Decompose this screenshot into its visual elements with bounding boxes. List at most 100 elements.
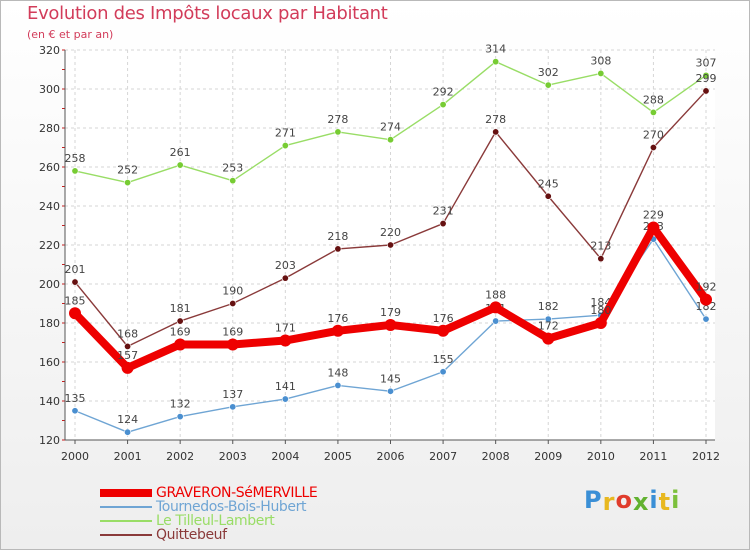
data-point [69, 307, 81, 320]
data-label: 182 [696, 300, 717, 313]
data-point [176, 413, 184, 421]
data-label: 218 [327, 230, 348, 243]
y-tick-label: 300 [39, 83, 60, 96]
x-tick-label: 2002 [166, 450, 194, 463]
data-label: 203 [275, 259, 296, 272]
data-label: 192 [696, 281, 717, 294]
data-label: 169 [222, 325, 243, 338]
x-tick-label: 2009 [534, 450, 562, 463]
y-tick-label: 220 [39, 239, 60, 252]
data-label: 288 [643, 93, 664, 106]
data-label: 302 [538, 66, 559, 79]
legend-label: Quittebeuf [156, 527, 227, 543]
chart-title: Evolution des Impôts locaux par Habitant [27, 3, 388, 24]
data-point [229, 177, 237, 185]
data-label: 220 [380, 226, 401, 239]
data-point [281, 142, 289, 150]
data-point [702, 87, 710, 95]
data-label: 135 [65, 392, 86, 405]
data-point [492, 128, 500, 136]
y-tick-label: 260 [39, 161, 60, 174]
data-label: 231 [433, 205, 454, 218]
data-label: 261 [170, 146, 191, 159]
data-point [71, 167, 79, 175]
data-label: 245 [538, 177, 559, 190]
data-point [229, 403, 237, 411]
data-label: 137 [222, 388, 243, 401]
data-label: 308 [590, 54, 611, 67]
data-label: 274 [380, 121, 401, 134]
x-tick-label: 2005 [324, 450, 352, 463]
data-label: 176 [433, 312, 454, 325]
legend-swatch [100, 506, 152, 508]
data-point [176, 161, 184, 169]
chart-subtitle: (en € et par an) [27, 28, 114, 41]
data-label: 181 [170, 302, 191, 315]
data-point [544, 192, 552, 200]
y-tick-label: 160 [39, 356, 60, 369]
data-label: 253 [222, 162, 243, 175]
data-label: 148 [327, 366, 348, 379]
data-point [384, 318, 397, 331]
data-label: 252 [117, 164, 138, 177]
data-label: 155 [433, 353, 454, 366]
y-tick-label: 180 [39, 317, 60, 330]
data-label: 278 [485, 113, 506, 126]
data-point [71, 407, 79, 415]
data-point [174, 338, 187, 351]
data-point [439, 220, 447, 228]
data-label: 168 [117, 327, 138, 340]
legend-label: Tournedos-Bois-Hubert [156, 499, 307, 515]
data-point [649, 144, 657, 152]
x-tick-label: 2012 [692, 450, 720, 463]
x-tick-label: 2001 [114, 450, 142, 463]
data-label: 179 [380, 306, 401, 319]
data-point [331, 324, 344, 337]
data-point [334, 381, 342, 389]
y-tick-label: 200 [39, 278, 60, 291]
data-point [544, 315, 552, 323]
data-point [176, 317, 184, 325]
y-tick-label: 240 [39, 200, 60, 213]
data-label: 176 [327, 312, 348, 325]
data-point [594, 317, 607, 329]
x-tick-label: 2011 [639, 450, 667, 463]
data-label: 270 [643, 129, 664, 142]
y-tick-label: 320 [39, 44, 60, 57]
x-tick-label: 2004 [271, 450, 299, 463]
data-point [386, 387, 394, 395]
data-label: 188 [485, 288, 506, 301]
data-point [439, 368, 447, 376]
data-label: 190 [222, 285, 243, 298]
data-point [124, 342, 132, 350]
data-point [492, 317, 500, 325]
legend-swatch [100, 534, 152, 536]
data-point [71, 278, 79, 286]
data-point [226, 338, 239, 351]
data-label: 124 [117, 413, 138, 426]
data-label: 258 [65, 152, 86, 165]
data-point [700, 293, 712, 306]
legend-label: GRAVERON-SéMERVILLE [156, 485, 318, 501]
data-label: 314 [485, 43, 506, 56]
data-label: 171 [275, 322, 296, 335]
x-tick-label: 2008 [482, 450, 510, 463]
data-point [597, 255, 605, 263]
data-point [542, 332, 555, 345]
data-point [649, 108, 657, 116]
data-label: 185 [65, 294, 86, 307]
data-label: 213 [590, 240, 611, 253]
y-tick-label: 140 [39, 395, 60, 408]
legend-label: Le Tilleul-Lambert [156, 513, 275, 529]
data-label: 299 [696, 72, 717, 85]
legend-swatch [100, 520, 152, 522]
data-label: 201 [65, 263, 86, 276]
data-label: 180 [590, 304, 611, 317]
data-point [492, 58, 500, 66]
y-tick-label: 280 [39, 122, 60, 135]
x-tick-label: 2007 [429, 450, 457, 463]
data-point [279, 334, 292, 347]
data-label: 145 [380, 372, 401, 385]
data-label: 182 [538, 300, 559, 313]
